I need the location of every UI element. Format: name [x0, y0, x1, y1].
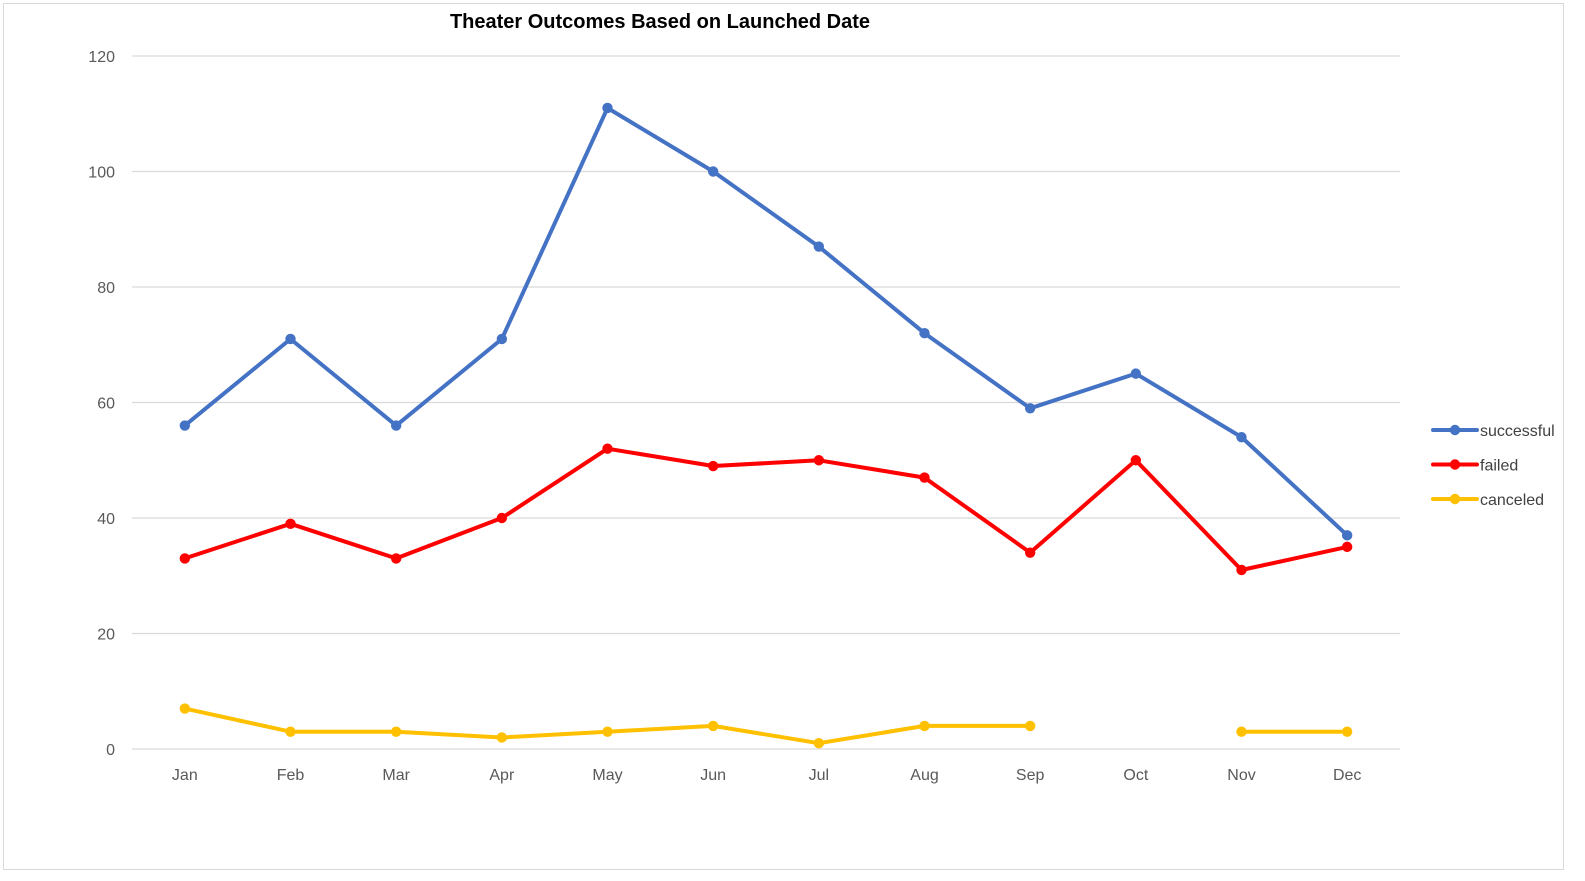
series-failed [179, 443, 1353, 576]
y-tick-label: 0 [106, 742, 115, 759]
legend-item-failed: failed [1431, 458, 1518, 475]
x-tick-label: Apr [489, 767, 515, 784]
successful-point-feb [285, 333, 296, 345]
y-tick-label: 120 [88, 49, 115, 66]
successful-point-may [602, 102, 613, 114]
legend-label: successful [1480, 423, 1555, 440]
legend-swatch-marker [1449, 493, 1461, 505]
series-canceled [179, 703, 1353, 749]
canceled-point-apr [496, 732, 508, 743]
failed-point-may [602, 443, 613, 454]
y-tick-label: 40 [97, 511, 115, 528]
legend-swatch-marker [1449, 459, 1461, 470]
canceled-point-sep [1024, 720, 1036, 732]
successful-point-jan [179, 420, 191, 431]
y-axis-tick-labels: 0 20 40 60 80 100 120 [88, 49, 115, 759]
failed-point-nov [1236, 564, 1247, 576]
successful-point-dec [1341, 530, 1353, 541]
successful-point-nov [1236, 431, 1247, 443]
successful-point-mar [390, 420, 402, 431]
failed-point-apr [496, 512, 508, 524]
successful-point-apr [496, 333, 508, 345]
failed-line [182, 446, 1350, 572]
canceled-point-aug [919, 720, 930, 732]
y-tick-label: 80 [97, 280, 115, 297]
successful-point-jul [813, 241, 825, 252]
x-tick-label: Sep [1016, 767, 1045, 784]
canceled-point-mar [390, 726, 402, 737]
successful-point-oct [1130, 368, 1142, 379]
failed-point-feb [285, 518, 296, 529]
x-tick-label: Oct [1123, 767, 1148, 784]
canceled-point-dec [1341, 726, 1353, 737]
x-tick-label: Feb [277, 767, 305, 784]
x-tick-label: Nov [1227, 767, 1255, 784]
series-lines [179, 102, 1353, 749]
legend-item-successful: successful [1431, 423, 1555, 440]
canceled-point-feb [285, 726, 296, 737]
successful-line [182, 106, 1350, 538]
canceled-line [182, 706, 1033, 746]
failed-point-sep [1024, 547, 1036, 558]
series-successful [179, 102, 1353, 541]
legend-item-canceled: canceled [1431, 492, 1544, 509]
failed-point-aug [919, 472, 930, 483]
canceled-point-jun [707, 720, 719, 732]
failed-point-jun [707, 460, 719, 472]
canceled-point-jul [813, 738, 825, 749]
failed-point-mar [390, 553, 402, 564]
x-tick-label: Jul [809, 767, 829, 784]
canceled-point-nov [1236, 726, 1247, 737]
legend: successful failed canceled [1431, 423, 1555, 509]
successful-point-jun [707, 166, 719, 177]
x-tick-label: Jun [700, 767, 726, 784]
failed-point-jan [179, 553, 191, 564]
successful-point-sep [1024, 403, 1036, 414]
y-tick-label: 100 [88, 165, 115, 182]
legend-label: failed [1480, 458, 1518, 475]
x-tick-label: Dec [1333, 767, 1361, 784]
x-tick-label: May [592, 767, 622, 784]
legend-label: canceled [1480, 492, 1544, 509]
x-tick-label: Aug [910, 767, 938, 784]
failed-point-jul [813, 455, 825, 466]
x-tick-label: Jan [172, 767, 198, 784]
y-tick-label: 20 [97, 627, 115, 644]
successful-point-aug [919, 328, 930, 339]
chart-title: Theater Outcomes Based on Launched Date [450, 11, 870, 33]
failed-point-oct [1130, 455, 1142, 466]
gridlines [132, 55, 1400, 750]
failed-point-dec [1341, 541, 1353, 553]
x-tick-label: Mar [382, 767, 410, 784]
legend-swatch-marker [1449, 424, 1461, 436]
canceled-point-may [602, 726, 613, 737]
canceled-point-jan [179, 703, 191, 714]
x-axis-tick-labels: Jan Feb Mar Apr May Jun Jul Aug Sep Oct Nov Dec [172, 767, 1361, 784]
y-tick-label: 60 [97, 396, 115, 413]
